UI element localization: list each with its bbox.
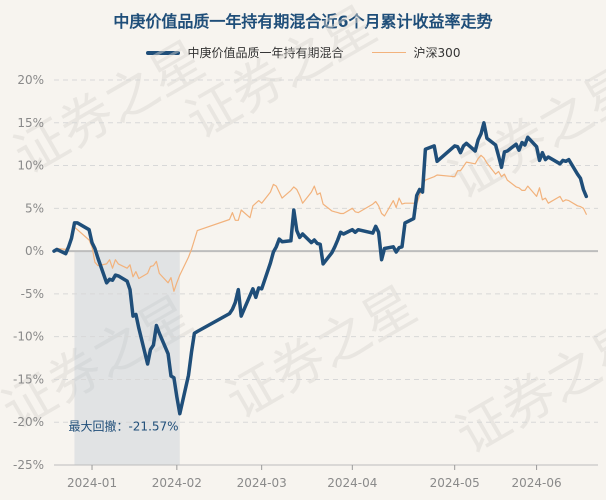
legend-label-fund: 中庚价值品质一年持有期混合 xyxy=(187,46,344,60)
y-tick-label: -25% xyxy=(13,458,44,472)
legend-label-hs300: 沪深300 xyxy=(413,46,461,60)
legend-swatch-hs300 xyxy=(371,51,406,54)
x-tick-label: 2024-04 xyxy=(327,476,377,490)
legend-item-fund[interactable]: 中庚价值品质一年持有期混合 xyxy=(145,44,344,61)
y-tick-label: -20% xyxy=(13,415,44,429)
legend-swatch-fund xyxy=(145,50,180,55)
x-tick-label: 2024-03 xyxy=(237,476,287,490)
series-line-hs300 xyxy=(53,154,587,292)
series-line-fund xyxy=(52,121,589,416)
y-tick-label: -10% xyxy=(13,330,44,344)
y-tick-label: -15% xyxy=(13,372,44,386)
y-tick-label: 10% xyxy=(17,159,44,173)
legend: 中庚价值品质一年持有期混合 沪深300 xyxy=(0,44,606,61)
chart-title: 中庚价值品质一年持有期混合近6个月累计收益率走势 xyxy=(113,12,493,31)
max-drawdown-area xyxy=(74,251,180,465)
x-tick-label: 2024-02 xyxy=(152,476,202,490)
y-tick-label: 15% xyxy=(17,116,44,130)
y-tick-label: 5% xyxy=(25,201,44,215)
legend-item-hs300[interactable]: 沪深300 xyxy=(371,44,461,61)
y-tick-label: 20% xyxy=(17,73,44,87)
y-tick-label: -5% xyxy=(21,287,44,301)
y-tick-label: 0% xyxy=(25,244,44,258)
max-drawdown-label: 最大回撤：-21.57% xyxy=(68,419,178,434)
watermark-text-4: 证券之星 xyxy=(447,310,606,466)
watermark-text-5: 证券之星 xyxy=(439,55,606,211)
x-tick-label: 2024-06 xyxy=(512,476,562,490)
x-tick-label: 2024-05 xyxy=(430,476,480,490)
x-tick-label: 2024-01 xyxy=(67,476,117,490)
